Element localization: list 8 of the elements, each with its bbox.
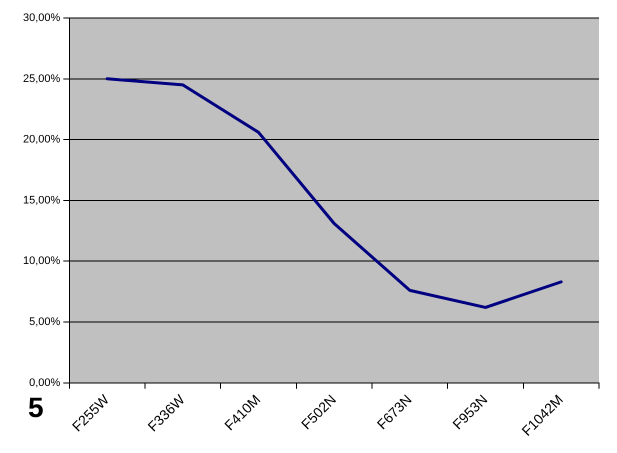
y-tick-label: 5,00%: [29, 316, 61, 328]
y-tick-label: 25,00%: [22, 72, 61, 85]
y-tick-label: 30,00%: [22, 12, 61, 24]
y-tick-label: 0,00%: [29, 376, 61, 389]
text: 5: [28, 392, 44, 424]
y-tick-label: 10,00%: [22, 255, 61, 268]
y-tick-label: 15,00%: [22, 194, 61, 206]
y-tick-label: 20,00%: [22, 134, 61, 146]
